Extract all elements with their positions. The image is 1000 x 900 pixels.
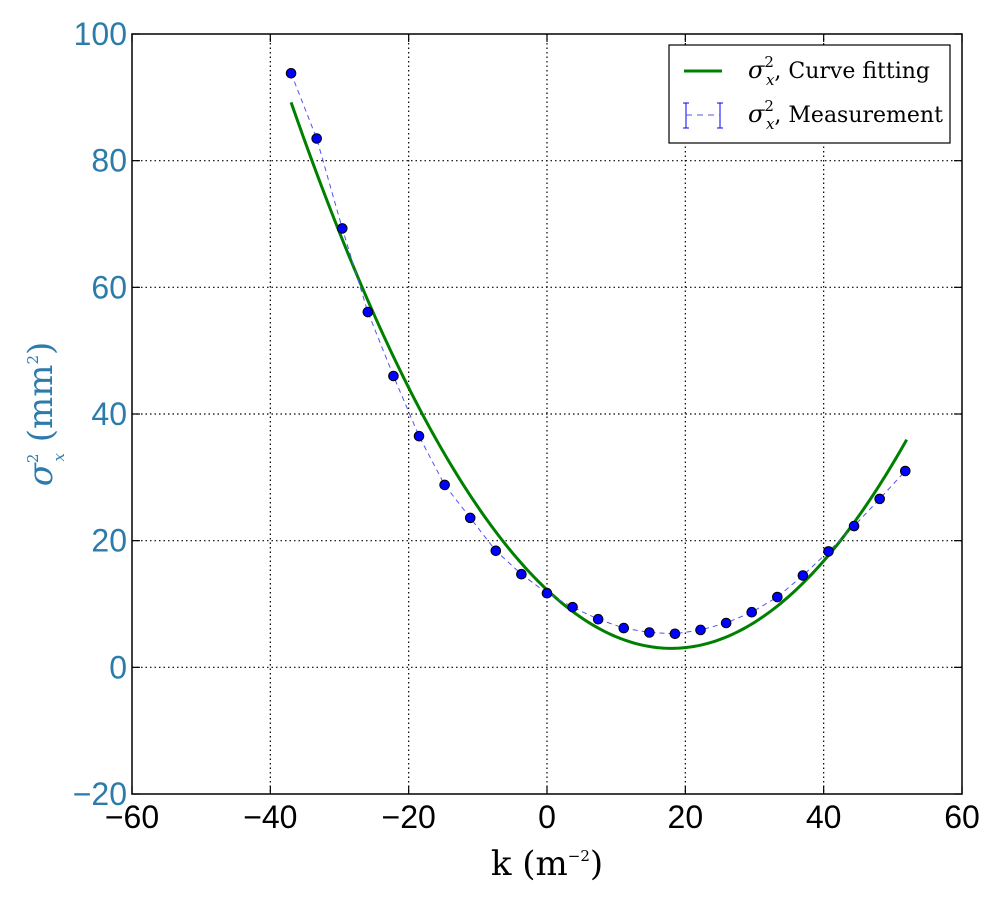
measurement-point — [772, 591, 783, 603]
x-tick-label: 40 — [806, 799, 842, 835]
y-tick-label: 20 — [91, 523, 127, 559]
curve-fitting-line — [289, 101, 908, 650]
y-tick-label: 0 — [109, 649, 127, 685]
x-tick-label: −20 — [382, 799, 436, 835]
x-tick-label: 20 — [668, 799, 704, 835]
measurement-point — [669, 628, 681, 640]
x-tick-label: 60 — [944, 799, 980, 835]
measurement-point — [439, 479, 450, 491]
y-tick-labels: −20 0 20 40 60 80 100 — [73, 16, 127, 812]
legend-box — [668, 44, 951, 144]
measurement-point — [388, 370, 399, 382]
measurement-point — [746, 606, 758, 618]
measurement-point — [311, 133, 322, 144]
x-tick-label: −40 — [243, 799, 297, 835]
y-tick-label: 60 — [91, 269, 127, 305]
legend-meas-swatch — [683, 102, 723, 129]
measurement-point — [618, 622, 630, 634]
legend-fit-label: σ2 x, Curve fitting — [748, 53, 930, 89]
measurement-point — [695, 624, 706, 636]
x-tick-labels: −60 −40 −20 0 20 40 60 — [105, 799, 980, 835]
measurement-point — [823, 546, 834, 557]
measurement-point — [362, 306, 374, 318]
measurement-point — [874, 493, 885, 505]
measurement-point — [336, 223, 348, 234]
measurement-point — [490, 545, 502, 557]
y-tick-label: 100 — [74, 16, 127, 52]
measurement-point — [592, 613, 604, 625]
measurement-point — [285, 67, 297, 79]
y-tick-label: −20 — [73, 776, 127, 812]
axis-ticks — [131, 33, 963, 795]
measurement-point — [797, 570, 809, 581]
legend: σ2 x, Curve fitting σ2 x, Measurement — [668, 44, 951, 144]
y-tick-label: 80 — [91, 143, 127, 179]
measurement-point — [516, 568, 527, 580]
x-tick-label: −60 — [105, 799, 159, 835]
measurement-point — [464, 512, 476, 524]
measurement-point — [413, 430, 425, 442]
y-axis-title: σ2 x (mm2) — [21, 342, 68, 487]
x-axis-title: k (m−2) — [491, 844, 603, 884]
legend-meas-label: σ2 x, Measurement — [748, 97, 943, 133]
curve-fitting-series — [289, 101, 908, 650]
y-tick-label: 40 — [91, 396, 127, 432]
measurement-point — [541, 587, 553, 599]
measurement-series — [285, 67, 911, 640]
x-tick-label: 0 — [538, 799, 556, 835]
measurement-point — [567, 601, 578, 613]
measurement-point — [644, 627, 655, 638]
measurement-point — [720, 617, 732, 629]
grid — [132, 34, 962, 794]
measurement-point — [899, 465, 911, 477]
measurement-point — [848, 520, 860, 532]
